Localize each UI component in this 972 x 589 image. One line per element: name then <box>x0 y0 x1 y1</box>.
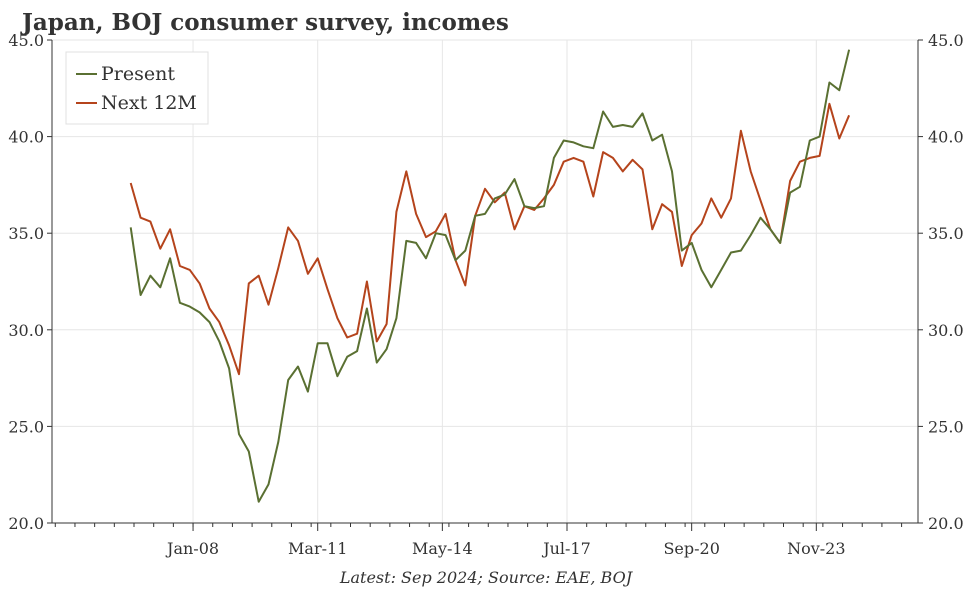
y-tick-label-right: 25.0 <box>928 417 964 436</box>
y-tick-label-left: 25.0 <box>8 417 44 436</box>
y-tick-label-left: 45.0 <box>8 31 44 50</box>
series-line-next-12m <box>129 102 851 376</box>
y-tick-label-right: 35.0 <box>928 224 964 243</box>
x-tick-label: Jul-17 <box>541 539 591 558</box>
y-tick-label-right: 30.0 <box>928 321 964 340</box>
series-line-present <box>129 49 851 503</box>
axes: 20.0 20.0 25.0 25.0 30.0 30.0 35.0 35.0 40.0 40.0… <box>8 31 963 558</box>
y-tick-label-left: 20.0 <box>8 514 44 533</box>
x-tick-label: May-14 <box>412 539 473 558</box>
source-note: Latest: Sep 2024; Source: EAE, BOJ <box>339 568 634 587</box>
y-tick-label-right: 45.0 <box>928 31 964 50</box>
x-tick-label: Sep-20 <box>663 539 719 558</box>
x-tick-label: Nov-23 <box>787 539 845 558</box>
series-lines <box>129 49 851 503</box>
y-tick-label-left: 40.0 <box>8 128 44 147</box>
legend: Present Next 12M <box>65 51 209 125</box>
y-tick-label-left: 30.0 <box>8 321 44 340</box>
legend-box <box>65 51 209 125</box>
legend-label-present: Present <box>101 63 175 85</box>
y-tick-label-right: 40.0 <box>928 128 964 147</box>
legend-label-next-12m: Next 12M <box>101 92 197 114</box>
chart-title: Japan, BOJ consumer survey, incomes <box>20 9 509 36</box>
x-tick-label: Mar-11 <box>288 539 347 558</box>
x-tick-label: Jan-08 <box>165 539 219 558</box>
y-tick-label-right: 20.0 <box>928 514 964 533</box>
y-tick-label-left: 35.0 <box>8 224 44 243</box>
